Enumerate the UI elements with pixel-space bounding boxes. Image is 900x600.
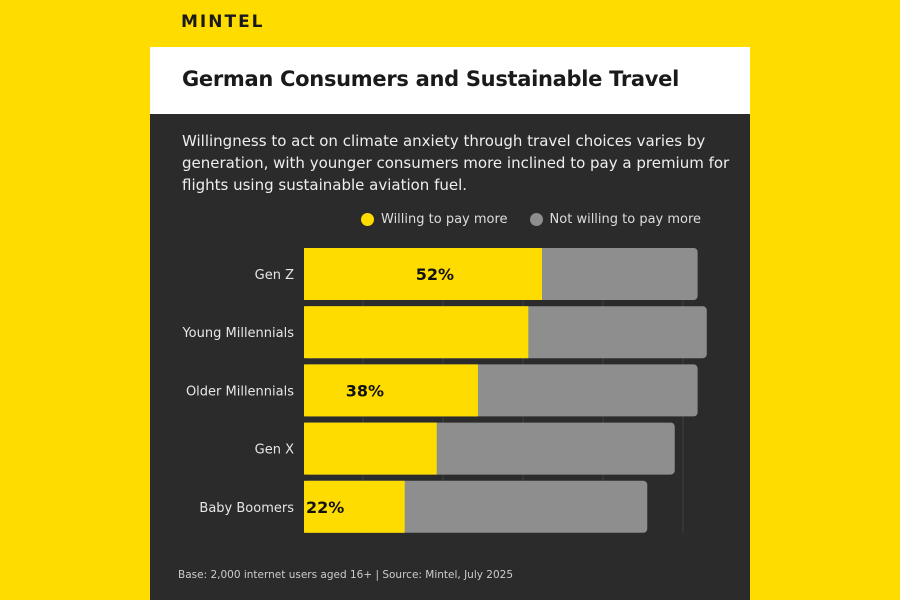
legend-label: Willing to pay more	[381, 212, 508, 227]
bar-willing	[304, 480, 405, 533]
bar-willing	[304, 306, 529, 359]
legend-item-willing: Willing to pay more	[361, 212, 508, 227]
legend: Willing to pay more Not willing to pay m…	[361, 212, 701, 227]
legend-swatch-willing	[361, 213, 374, 226]
category-label: Young Millennials	[181, 326, 294, 341]
bar-willing	[304, 422, 437, 475]
bar-chart: Gen Z 52% Young Millennials Older Millennia…	[181, 248, 707, 533]
category-label: Baby Boomers	[199, 501, 294, 516]
legend-item-not-willing: Not willing to pay more	[529, 212, 702, 227]
chart-panel: Willingness to act on climate anxiety th…	[150, 114, 750, 600]
legend-swatch-not-willing	[529, 213, 543, 226]
page-title: German Consumers and Sustainable Travel	[182, 67, 680, 91]
category-label: Older Millennials	[186, 384, 294, 399]
legend-label: Not willing to pay more	[549, 212, 702, 227]
description: Willingness to act on climate anxiety th…	[182, 132, 730, 194]
mintel-logo: MINTEL	[181, 12, 265, 32]
data-label: 38%	[346, 381, 384, 400]
bar-willing	[304, 248, 543, 300]
category-label: Gen Z	[255, 268, 294, 283]
source-footnote: Base: 2,000 internet users aged 16+ | So…	[178, 569, 514, 581]
category-label: Gen X	[255, 443, 294, 458]
header: German Consumers and Sustainable Travel	[150, 47, 750, 114]
data-label: 22%	[306, 498, 344, 517]
bar-willing	[304, 364, 478, 417]
data-label: 52%	[416, 265, 454, 284]
